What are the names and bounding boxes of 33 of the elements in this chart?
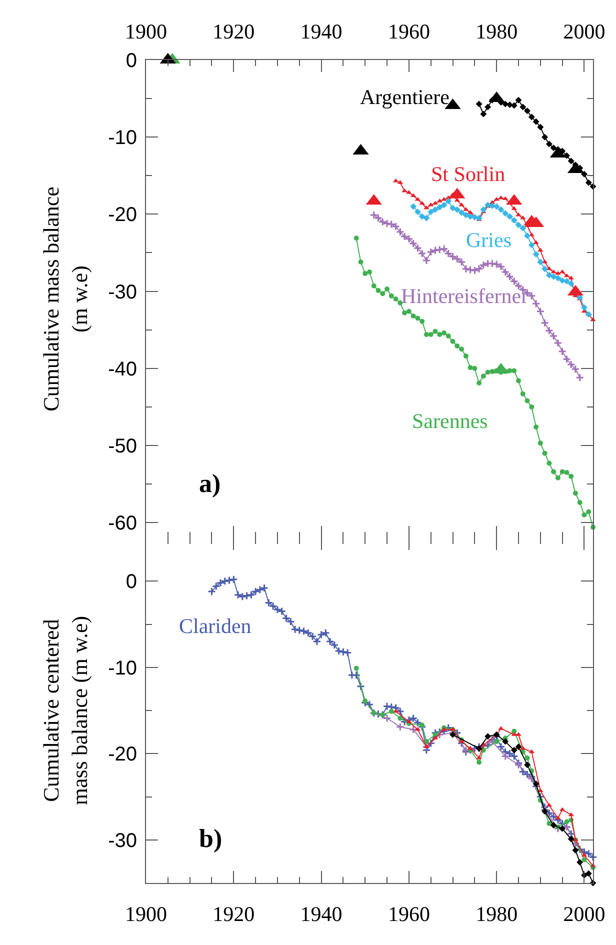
x-tick-label: 2000 — [563, 20, 606, 44]
annotation: b) — [199, 824, 222, 853]
x-tick-label: 1900 — [125, 20, 167, 44]
x-tick-label: 2000 — [563, 902, 606, 926]
y-tick-label: -30 — [108, 830, 137, 852]
x-tick-label: 1940 — [300, 20, 342, 44]
series-label: Hintereisferner — [401, 284, 528, 308]
series-label: Clariden — [179, 614, 252, 638]
y-tick-label: -30 — [108, 281, 137, 304]
x-tick-label: 1980 — [476, 902, 518, 926]
series-label: Sarennes — [412, 409, 488, 433]
x-tick-label: 1900 — [125, 902, 167, 926]
series-label: Argentiere — [360, 85, 450, 109]
x-tick-label: 1940 — [300, 902, 342, 926]
x-tick-label: 1960 — [388, 20, 430, 44]
x-tick-label: 1960 — [388, 902, 430, 926]
y-tick-label: -20 — [108, 744, 137, 766]
x-tick-label: 1920 — [212, 20, 255, 44]
x-tick-label: 1920 — [212, 902, 255, 926]
y-tick-label: -50 — [108, 435, 137, 458]
y-tick-label: 0 — [126, 571, 137, 594]
y-tick-label: -60 — [108, 512, 137, 535]
series-label: St Sorlin — [431, 162, 506, 186]
y-axis-title: Cumulative mass balance (m w.e) — [38, 186, 92, 412]
y-tick-label: 0 — [126, 50, 137, 72]
y-axis-title: Cumulative centered mass balance (m w.e) — [38, 616, 92, 806]
x-tick-label: 1980 — [476, 20, 518, 44]
series-label: Gries — [466, 228, 512, 252]
y-tick-label: -10 — [108, 127, 137, 150]
y-tick-label: -10 — [108, 657, 137, 680]
y-tick-label: -20 — [108, 204, 137, 226]
annotation: a) — [199, 469, 221, 498]
y-tick-label: -40 — [108, 358, 137, 380]
